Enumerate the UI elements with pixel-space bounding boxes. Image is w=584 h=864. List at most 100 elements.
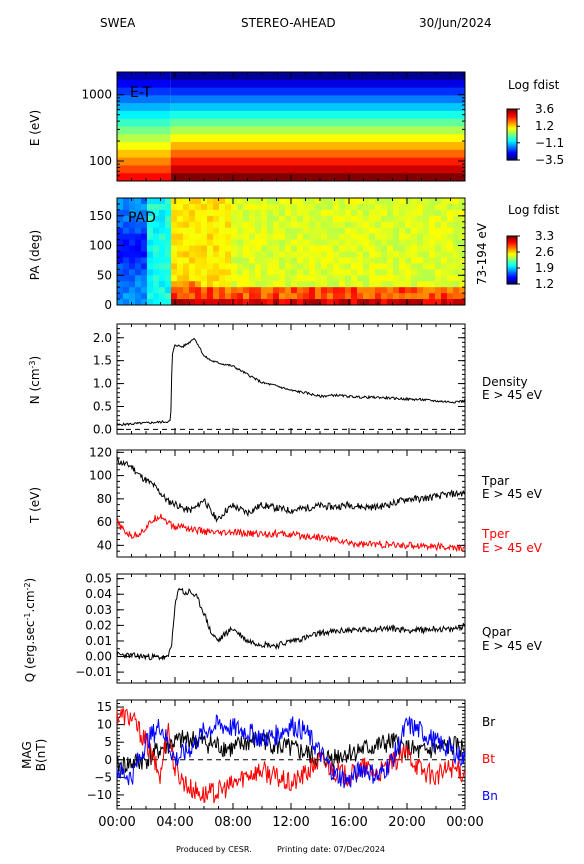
pad-cell — [165, 215, 172, 223]
pad-cell — [129, 263, 136, 270]
pad-cell — [147, 203, 154, 211]
pad-cell — [417, 275, 424, 282]
pad-cell — [141, 203, 148, 211]
pad-cell — [171, 257, 178, 264]
pad-cell — [393, 281, 400, 288]
pad-cell — [213, 257, 220, 264]
y-tick-label: 0 — [104, 753, 112, 767]
pad-cell — [183, 281, 190, 288]
pad-cell — [129, 198, 136, 205]
pad-cell — [135, 293, 142, 300]
pad-cell — [417, 263, 424, 270]
pad-cell — [267, 299, 274, 306]
pad-cell — [327, 263, 334, 270]
pad-cell — [321, 263, 328, 270]
pad-cell — [117, 239, 124, 246]
pad-cell — [429, 257, 436, 264]
pad-cell — [171, 263, 178, 270]
pad-cell — [357, 198, 364, 205]
pad-cell — [369, 293, 376, 300]
ylabel-superscript: -2 — [23, 582, 32, 590]
pad-cell — [363, 293, 370, 300]
pad-cell — [261, 299, 268, 306]
colorbar-cell — [507, 131, 517, 134]
pad-cell — [261, 293, 268, 300]
pad-cell — [399, 281, 406, 288]
pad-cell — [441, 293, 448, 300]
pad-cell — [267, 203, 274, 211]
pad-cell — [405, 233, 412, 241]
pad-cell — [399, 198, 406, 205]
pad-cell — [327, 251, 334, 258]
pad-cell — [237, 215, 244, 223]
pad-cell — [177, 299, 184, 306]
colorbar-cell — [507, 258, 517, 261]
pad-cell — [141, 275, 148, 282]
pad-cell — [195, 239, 202, 246]
pad-cell — [273, 287, 280, 294]
panel-annotation: E-T — [130, 85, 152, 101]
pad-cell — [321, 269, 328, 276]
pad-cell — [225, 293, 232, 300]
pad-cell — [249, 257, 256, 264]
pad-cell — [417, 227, 424, 235]
pad-cell — [435, 263, 442, 270]
pad-cell — [303, 203, 310, 211]
pad-cell — [177, 293, 184, 300]
pad-cell — [183, 245, 190, 252]
colorbar-cell — [507, 236, 517, 238]
pad-cell — [231, 257, 238, 264]
pad-cell — [351, 251, 358, 258]
pad-cell — [225, 275, 232, 282]
pad-cell — [183, 269, 190, 276]
pad-cell — [459, 287, 466, 294]
pad-cell — [123, 263, 130, 270]
pad-cell — [255, 251, 262, 258]
pad-cell — [249, 239, 256, 246]
pad-cell — [231, 293, 238, 300]
pad-cell — [267, 263, 274, 270]
pad-cell — [345, 269, 352, 276]
pad-cell — [189, 257, 196, 264]
colorbar-cell — [507, 279, 517, 281]
pad-cell — [447, 239, 454, 246]
pad-cell — [327, 215, 334, 223]
pad-cell — [279, 221, 286, 229]
x-axis: 00:00 04:00 08:00 12:00 16:00 20:00 00:00 — [98, 815, 483, 830]
pad-cell — [363, 221, 370, 229]
pad-cell — [273, 203, 280, 211]
pad-cell — [447, 257, 454, 264]
pad-cell — [435, 281, 442, 288]
pad-cell — [231, 245, 238, 252]
pad-cell — [207, 293, 214, 300]
pad-cell — [231, 269, 238, 276]
pad-cell — [405, 299, 412, 306]
pad-cell — [453, 299, 460, 306]
pad-cell — [195, 275, 202, 282]
spectrogram-cell — [117, 110, 171, 120]
pad-cell — [267, 227, 274, 235]
pad-cell — [267, 275, 274, 282]
pad-cell — [447, 269, 454, 276]
pad-cell — [321, 245, 328, 252]
colorbar-cell — [507, 135, 517, 138]
mag-bn-line — [116, 714, 466, 789]
pad-cell — [279, 269, 286, 276]
pad-cell — [339, 281, 346, 288]
pad-cell — [213, 275, 220, 282]
spectrogram-cell — [117, 72, 171, 81]
pad-cell — [435, 203, 442, 211]
pad-cell — [405, 281, 412, 288]
y-axis-label: T (eV) — [28, 487, 42, 524]
pad-cell — [423, 233, 430, 241]
pad-cell — [357, 263, 364, 270]
pad-cell — [453, 275, 460, 282]
pad-cell — [291, 227, 298, 235]
pad-cell — [171, 299, 178, 306]
pad-cell — [171, 287, 178, 294]
colorbar-cell — [507, 115, 517, 118]
pad-cell — [429, 245, 436, 252]
pad-cell — [141, 221, 148, 229]
pad-cell — [273, 233, 280, 241]
instrument-label: SWEA — [100, 16, 136, 30]
